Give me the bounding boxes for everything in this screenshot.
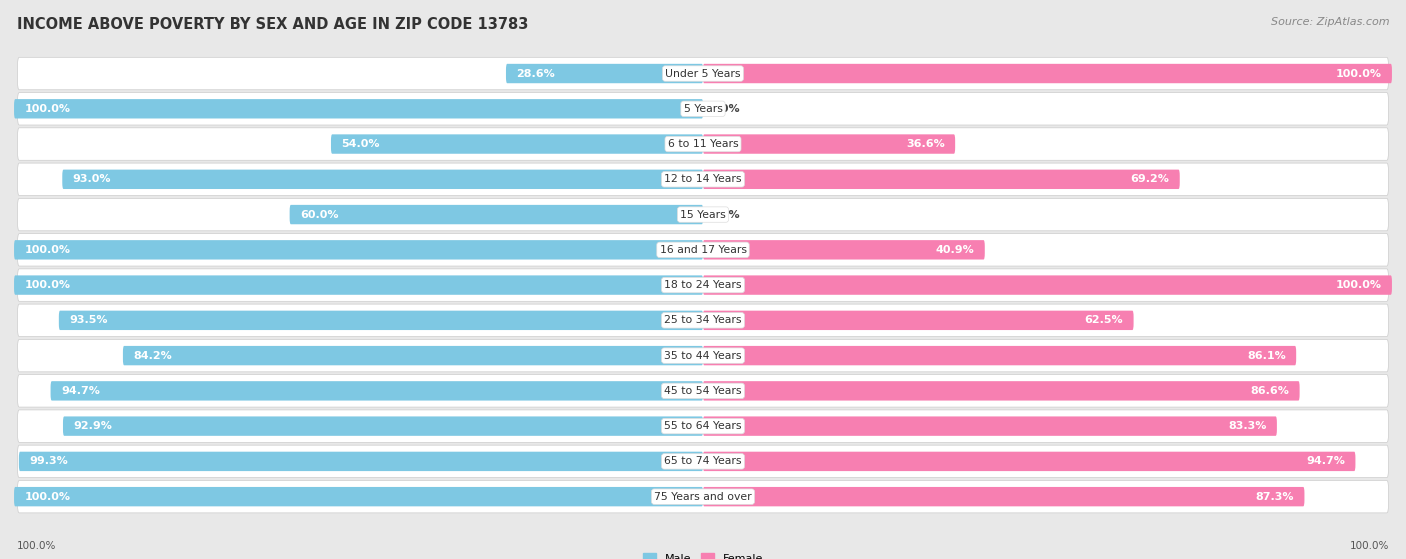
FancyBboxPatch shape xyxy=(14,99,703,119)
FancyBboxPatch shape xyxy=(703,452,1355,471)
FancyBboxPatch shape xyxy=(703,311,1133,330)
FancyBboxPatch shape xyxy=(703,487,1305,506)
Legend: Male, Female: Male, Female xyxy=(638,549,768,559)
Text: 94.7%: 94.7% xyxy=(60,386,100,396)
FancyBboxPatch shape xyxy=(17,58,1389,90)
Text: 16 and 17 Years: 16 and 17 Years xyxy=(659,245,747,255)
FancyBboxPatch shape xyxy=(17,163,1389,196)
Text: 86.1%: 86.1% xyxy=(1247,350,1286,361)
FancyBboxPatch shape xyxy=(59,311,703,330)
Text: 55 to 64 Years: 55 to 64 Years xyxy=(664,421,742,431)
FancyBboxPatch shape xyxy=(703,346,1296,366)
Text: 62.5%: 62.5% xyxy=(1084,315,1123,325)
Text: 83.3%: 83.3% xyxy=(1229,421,1267,431)
FancyBboxPatch shape xyxy=(290,205,703,224)
Text: 100.0%: 100.0% xyxy=(1350,541,1389,551)
FancyBboxPatch shape xyxy=(14,240,703,259)
FancyBboxPatch shape xyxy=(62,169,703,189)
Text: 65 to 74 Years: 65 to 74 Years xyxy=(664,456,742,466)
FancyBboxPatch shape xyxy=(703,416,1277,436)
FancyBboxPatch shape xyxy=(17,375,1389,407)
Text: 36.6%: 36.6% xyxy=(905,139,945,149)
Text: 93.0%: 93.0% xyxy=(73,174,111,184)
FancyBboxPatch shape xyxy=(17,128,1389,160)
FancyBboxPatch shape xyxy=(703,276,1392,295)
FancyBboxPatch shape xyxy=(17,410,1389,442)
Text: 99.3%: 99.3% xyxy=(30,456,67,466)
Text: Under 5 Years: Under 5 Years xyxy=(665,69,741,78)
FancyBboxPatch shape xyxy=(17,198,1389,231)
FancyBboxPatch shape xyxy=(17,269,1389,301)
Text: 18 to 24 Years: 18 to 24 Years xyxy=(664,280,742,290)
Text: Source: ZipAtlas.com: Source: ZipAtlas.com xyxy=(1271,17,1389,27)
Text: 100.0%: 100.0% xyxy=(17,541,56,551)
Text: 84.2%: 84.2% xyxy=(134,350,172,361)
FancyBboxPatch shape xyxy=(17,234,1389,266)
Text: 0.0%: 0.0% xyxy=(710,104,741,114)
Text: 100.0%: 100.0% xyxy=(1336,69,1382,78)
Text: 100.0%: 100.0% xyxy=(24,280,70,290)
FancyBboxPatch shape xyxy=(17,93,1389,125)
Text: 69.2%: 69.2% xyxy=(1130,174,1170,184)
FancyBboxPatch shape xyxy=(703,64,1392,83)
Text: 75 Years and over: 75 Years and over xyxy=(654,492,752,501)
Text: 100.0%: 100.0% xyxy=(24,104,70,114)
FancyBboxPatch shape xyxy=(330,134,703,154)
FancyBboxPatch shape xyxy=(703,134,955,154)
FancyBboxPatch shape xyxy=(122,346,703,366)
Text: 40.9%: 40.9% xyxy=(935,245,974,255)
FancyBboxPatch shape xyxy=(63,416,703,436)
Text: 25 to 34 Years: 25 to 34 Years xyxy=(664,315,742,325)
FancyBboxPatch shape xyxy=(703,169,1180,189)
Text: 54.0%: 54.0% xyxy=(342,139,380,149)
FancyBboxPatch shape xyxy=(18,452,703,471)
Text: 28.6%: 28.6% xyxy=(516,69,555,78)
FancyBboxPatch shape xyxy=(17,339,1389,372)
FancyBboxPatch shape xyxy=(703,240,984,259)
Text: 15 Years: 15 Years xyxy=(681,210,725,220)
FancyBboxPatch shape xyxy=(17,445,1389,477)
FancyBboxPatch shape xyxy=(14,276,703,295)
FancyBboxPatch shape xyxy=(14,487,703,506)
FancyBboxPatch shape xyxy=(506,64,703,83)
Text: 5 Years: 5 Years xyxy=(683,104,723,114)
Text: 45 to 54 Years: 45 to 54 Years xyxy=(664,386,742,396)
FancyBboxPatch shape xyxy=(703,381,1299,401)
Text: 94.7%: 94.7% xyxy=(1306,456,1346,466)
Text: INCOME ABOVE POVERTY BY SEX AND AGE IN ZIP CODE 13783: INCOME ABOVE POVERTY BY SEX AND AGE IN Z… xyxy=(17,17,529,32)
Text: 86.6%: 86.6% xyxy=(1250,386,1289,396)
FancyBboxPatch shape xyxy=(17,304,1389,337)
Text: 100.0%: 100.0% xyxy=(24,245,70,255)
Text: 100.0%: 100.0% xyxy=(1336,280,1382,290)
Text: 87.3%: 87.3% xyxy=(1256,492,1294,501)
Text: 60.0%: 60.0% xyxy=(299,210,339,220)
Text: 35 to 44 Years: 35 to 44 Years xyxy=(664,350,742,361)
Text: 100.0%: 100.0% xyxy=(24,492,70,501)
Text: 93.5%: 93.5% xyxy=(69,315,108,325)
Text: 0.0%: 0.0% xyxy=(710,210,741,220)
FancyBboxPatch shape xyxy=(17,480,1389,513)
Text: 12 to 14 Years: 12 to 14 Years xyxy=(664,174,742,184)
Text: 92.9%: 92.9% xyxy=(73,421,112,431)
FancyBboxPatch shape xyxy=(51,381,703,401)
Text: 6 to 11 Years: 6 to 11 Years xyxy=(668,139,738,149)
